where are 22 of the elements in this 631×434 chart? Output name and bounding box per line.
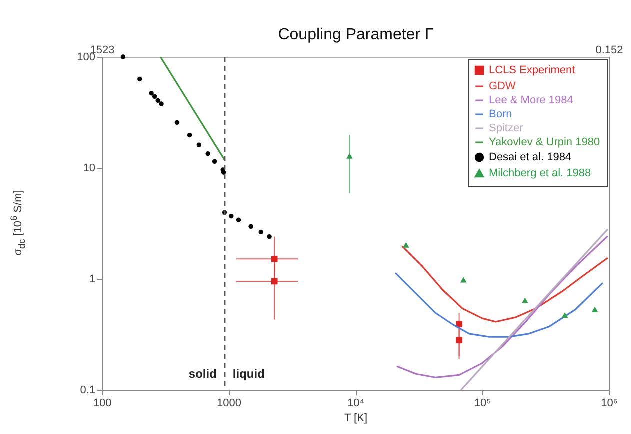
y-tick-label: 0.1 (80, 384, 96, 396)
y-tick-label: 10 (83, 162, 96, 174)
legend-label: Desai et al. 1984 (489, 152, 572, 164)
x2-tick-label: 0.152 (596, 44, 624, 56)
x-tick-label: 1000 (217, 398, 242, 410)
legend-label: LCLS Experiment (489, 64, 576, 76)
x-tick-label: 10⁶ (601, 398, 618, 410)
legend-label: Born (489, 108, 512, 120)
legend-label: GDW (489, 80, 516, 92)
annotation: solid (188, 367, 217, 381)
y-tick-label: 100 (77, 52, 96, 64)
x2-axis-title: Coupling Parameter Γ (278, 26, 434, 44)
legend-label: Milchberg et al. 1988 (489, 168, 592, 180)
legend-label: Yakovlev & Urpin 1980 (489, 136, 600, 148)
x-tick-label: 100 (93, 398, 112, 410)
annotation: liquid (232, 367, 265, 381)
legend-label: Spitzer (489, 122, 524, 134)
x-tick-label: 10⁴ (348, 398, 365, 410)
y-tick-label: 1 (89, 274, 96, 286)
x-tick-label: 10⁵ (474, 398, 492, 410)
legend-label: Lee & More 1984 (489, 94, 574, 106)
x-axis-title: T [K] (344, 412, 368, 424)
